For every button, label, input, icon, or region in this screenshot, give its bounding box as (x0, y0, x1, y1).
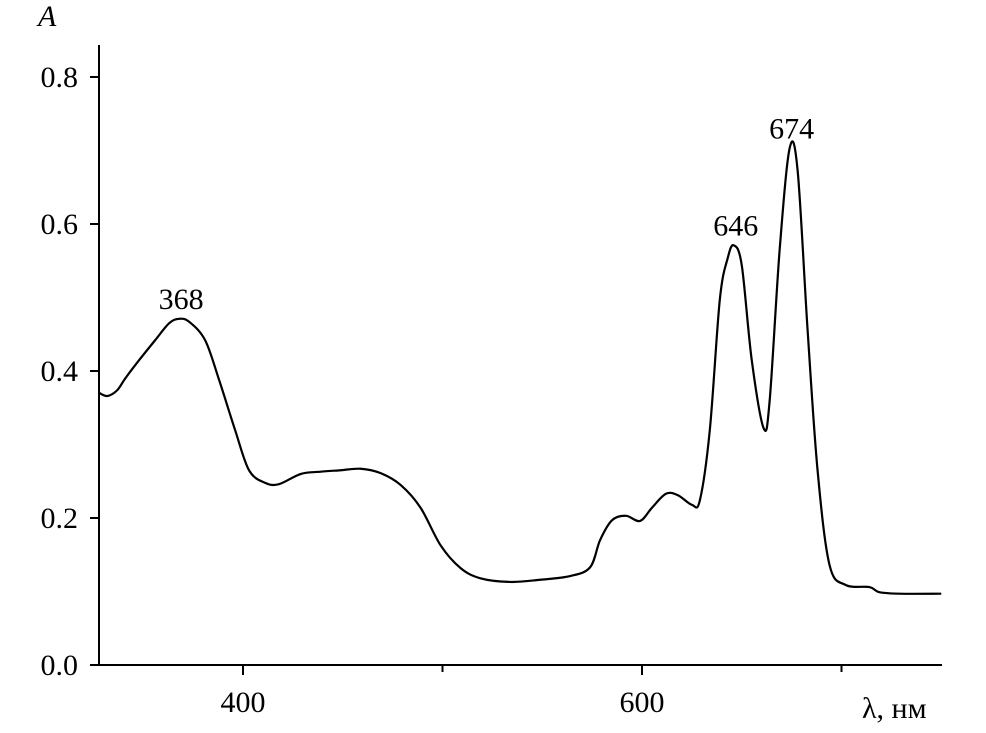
y-tick-label: 0.6 (41, 208, 79, 241)
peak-label: 646 (713, 209, 758, 242)
peak-label: 368 (159, 283, 204, 316)
spectrum-line (98, 140, 942, 595)
x-tick-label: 600 (620, 686, 665, 719)
y-tick-label: 0.0 (41, 649, 79, 682)
y-tick-label: 0.8 (41, 61, 79, 94)
y-tick-label: 0.4 (41, 355, 79, 388)
axes (98, 45, 942, 666)
y-axis-label: A (36, 0, 57, 33)
x-tick-label: 400 (221, 686, 266, 719)
peak-label: 674 (769, 112, 814, 145)
labels: 0.0 0.2 0.4 0.6 0.8 400 600 368 646 674 (41, 61, 815, 719)
x-axis-label: λ, нм (862, 692, 927, 725)
ticks (90, 76, 843, 675)
y-tick-label: 0.2 (41, 502, 79, 535)
